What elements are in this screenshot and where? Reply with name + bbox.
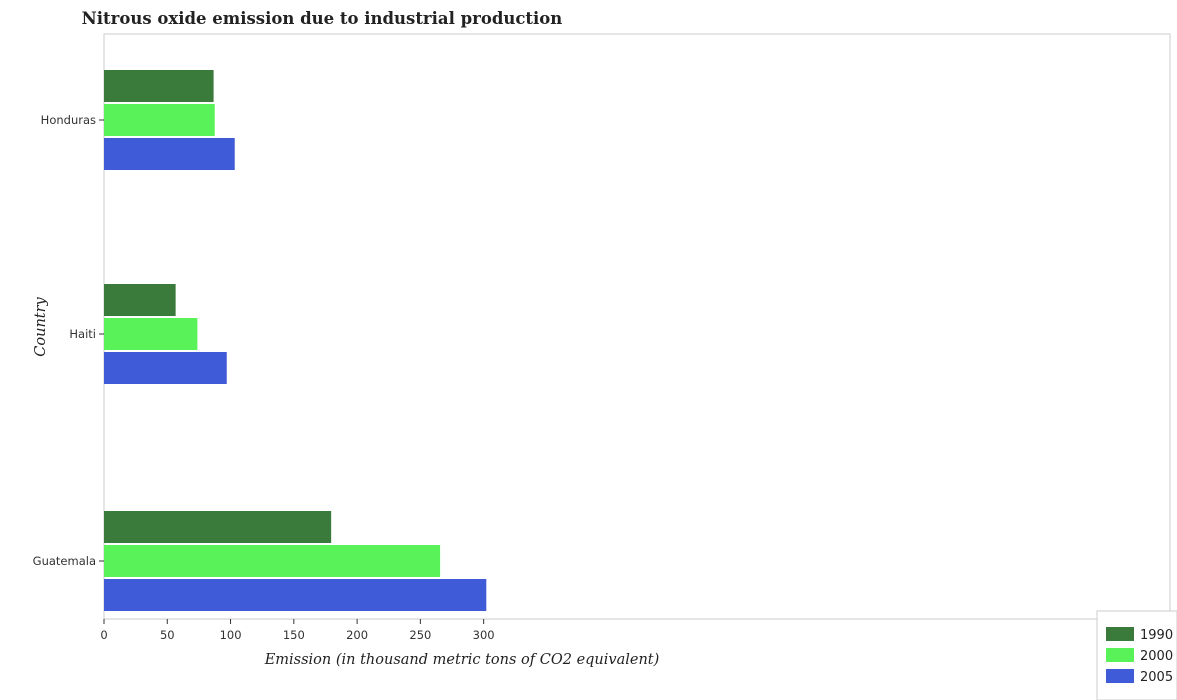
bar-guatemala-2000 [104, 545, 441, 577]
bar-honduras-1990 [104, 70, 214, 102]
bar-haiti-2005 [104, 352, 227, 384]
legend: 1990 2000 2005 [1096, 610, 1177, 700]
x-tick-label: 50 [160, 628, 175, 642]
bar-guatemala-1990 [104, 511, 332, 543]
legend-label-2000: 2000 [1140, 649, 1173, 664]
x-tick-label: 150 [283, 628, 305, 642]
bars [104, 70, 487, 611]
x-tick-label: 0 [100, 628, 107, 642]
x-tick-label: 100 [220, 628, 242, 642]
x-tick-label: 200 [346, 628, 368, 642]
x-axis-ticks: 0 50 100 150 200 250 300 [100, 619, 495, 642]
y-tick-label-honduras: Honduras [41, 113, 96, 127]
x-tick-label: 250 [409, 628, 431, 642]
chart-title: Nitrous oxide emission due to industrial… [82, 9, 563, 28]
legend-label-2005: 2005 [1140, 670, 1173, 685]
legend-swatch-2005 [1106, 669, 1134, 683]
bar-honduras-2000 [104, 104, 215, 136]
legend-swatch-2000 [1106, 648, 1134, 662]
y-tick-label-haiti: Haiti [69, 327, 96, 341]
legend-label-1990: 1990 [1140, 628, 1173, 643]
legend-swatch-1990 [1106, 627, 1134, 641]
y-axis-ticks: Guatemala Haiti Honduras [33, 113, 104, 568]
bar-guatemala-2005 [104, 579, 487, 611]
y-tick-label-guatemala: Guatemala [33, 554, 96, 568]
bar-haiti-2000 [104, 318, 198, 350]
y-axis-label: Country [33, 296, 49, 356]
x-axis-label: Emission (in thousand metric tons of CO2… [264, 652, 660, 668]
bar-honduras-2005 [104, 138, 235, 170]
bar-haiti-1990 [104, 284, 176, 316]
x-tick-label: 300 [473, 628, 495, 642]
